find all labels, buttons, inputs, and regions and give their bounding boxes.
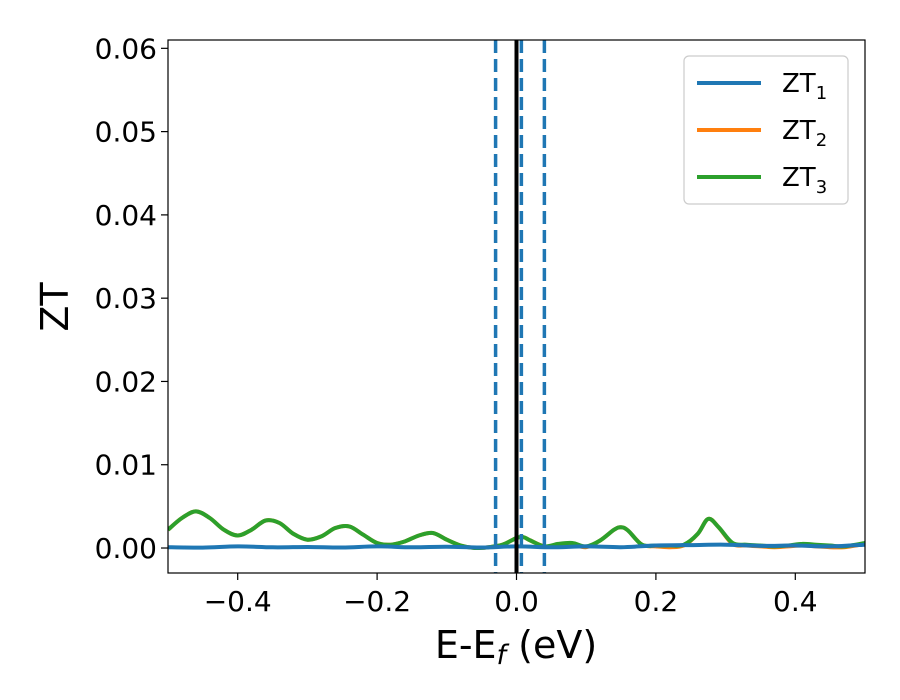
- reference-lines: [493, 40, 547, 573]
- y-tick-label: 0.01: [95, 449, 157, 482]
- x-axis-label: E-Ef (eV): [435, 623, 597, 671]
- x-tick-label: 0.2: [634, 585, 679, 618]
- x-tick-label: 0.0: [494, 585, 539, 618]
- y-tick-label: 0.06: [95, 32, 157, 65]
- x-tick-label: 0.4: [773, 585, 818, 618]
- y-tick-label: 0.05: [95, 116, 157, 149]
- x-tick-label: −0.4: [204, 585, 272, 618]
- y-tick-label: 0.02: [95, 365, 157, 398]
- x-tick-label: −0.2: [343, 585, 411, 618]
- y-axis-label: ZT: [33, 282, 77, 332]
- y-tick-label: 0.03: [95, 282, 157, 315]
- y-tick-label: 0.04: [95, 199, 157, 232]
- legend-box: [683, 55, 849, 205]
- legend-label-2: ZT2: [782, 116, 827, 151]
- axes: −0.4 −0.2 0.0 0.2 0.4 0.00 0.01 0.02 0.03 0.04 0.0…: [95, 32, 818, 618]
- y-tick-label: 0.00: [95, 532, 157, 565]
- legend-label-1: ZT1: [782, 69, 827, 104]
- legend-label-3: ZT3: [782, 163, 827, 198]
- legend: ZT1 ZT2 ZT3: [683, 55, 849, 205]
